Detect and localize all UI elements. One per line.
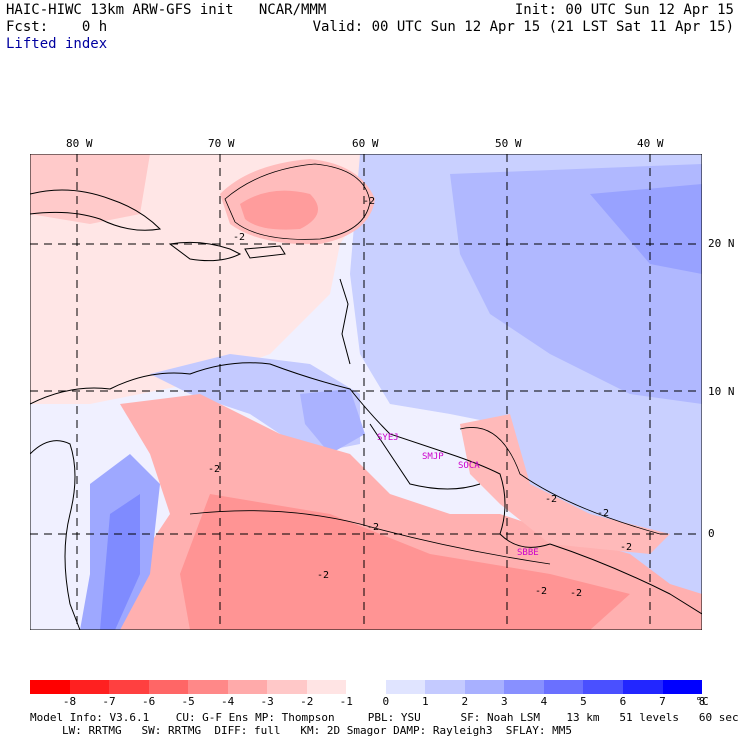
blue-core-venezuela: [300, 389, 365, 454]
field-name: Lifted index: [6, 36, 108, 52]
color-bin: [464, 680, 505, 694]
lat-lon-grid: [30, 154, 702, 630]
station-label: SYEJ: [377, 433, 399, 443]
color-bin: [267, 680, 307, 694]
scale-tick-label: 7: [659, 695, 666, 708]
contour-label: -2: [570, 588, 582, 599]
color-bin: [346, 680, 386, 694]
init-time: Init: 00 UTC Sun 12 Apr 15: [514, 2, 734, 18]
scale-tick-label: 8: [698, 695, 706, 708]
valid-time: Valid: 00 UTC Sun 12 Apr 15 (21 LST Sat …: [312, 19, 734, 35]
contour-label: -2: [208, 464, 220, 475]
color-bin: [543, 680, 584, 694]
unit-label: °C: [695, 695, 709, 708]
lon-label: 60 W: [352, 137, 379, 150]
lat-label: 20 N: [708, 237, 735, 250]
station-label: SMJP: [422, 452, 444, 462]
scale-tick-label: -5: [181, 695, 195, 708]
lon-label: 40 W: [637, 137, 664, 150]
deepest-blue-region: [590, 184, 702, 274]
coastlines: [30, 189, 702, 630]
scale-tick-label: -1: [339, 695, 353, 708]
color-bin: [30, 680, 70, 694]
pink-patch-northwest: [30, 154, 150, 224]
scale-tick-label: 4: [540, 695, 548, 708]
contour-label: -2: [233, 232, 245, 243]
station-label: SBBE: [517, 548, 539, 558]
contour-label: -2: [363, 196, 375, 207]
color-bin: [662, 680, 703, 694]
color-bin: [109, 680, 149, 694]
contour-label: -2: [367, 522, 379, 533]
scale-tick-label: 1: [421, 695, 429, 708]
forecast-hour: Fcst: 0 h: [6, 19, 108, 35]
color-bin: [148, 680, 189, 694]
pink-band-guianas: [460, 414, 670, 554]
model-info-line1: Model Info: V3.6.1 CU: G-F Ens MP: Thomp…: [30, 711, 739, 724]
color-bin: [504, 680, 544, 694]
color-bin: [622, 680, 663, 694]
scale-tick-label: -3: [260, 695, 274, 708]
scale-tick-label: -6: [141, 695, 156, 708]
lat-label: 0: [708, 527, 715, 540]
contour-label: -2: [317, 570, 329, 581]
lon-label: 80 W: [66, 137, 93, 150]
color-scale-bar: [30, 680, 703, 694]
color-bin: [69, 680, 110, 694]
contour-label: -2: [620, 542, 632, 553]
scale-tick-label: 3: [501, 695, 508, 708]
color-bin: [385, 680, 426, 694]
scale-tick-label: 2: [461, 695, 469, 708]
red-core-south: [180, 494, 630, 630]
scale-tick-label: -2: [300, 695, 314, 708]
scale-tick-label: -7: [102, 695, 116, 708]
lat-label: 10 N: [708, 385, 735, 398]
scale-tick-label: -8: [62, 695, 77, 708]
color-bin: [306, 680, 347, 694]
scale-tick-label: -4: [221, 695, 235, 708]
blue-core-andes: [100, 494, 140, 630]
blue-band-caribbean: [150, 354, 360, 454]
color-bin: [188, 680, 228, 694]
red-core-north: [240, 190, 318, 230]
contour-label: -2: [535, 586, 547, 597]
scale-tick-label: 6: [619, 695, 627, 708]
color-bin: [583, 680, 623, 694]
contour-lines: [189, 163, 661, 565]
contour-label: -2: [597, 508, 609, 519]
color-bin: [227, 680, 268, 694]
lon-label: 50 W: [495, 137, 522, 150]
scale-tick-label: 0: [382, 695, 390, 708]
lon-label: 70 W: [208, 137, 235, 150]
scale-tick-label: 5: [580, 695, 587, 708]
model-title: HAIC-HIWC 13km ARW-GFS init NCAR/MMM: [6, 2, 327, 18]
contour-label: -2: [545, 494, 557, 505]
lifted-index-map: -2 -2 -2 -2 -2 -2 -2 -2 -2 -2 SYEJ SMJP …: [30, 154, 702, 630]
color-bin: [425, 680, 465, 694]
station-label: SOCA: [458, 461, 480, 471]
model-info-line2: LW: RRTMG SW: RRTMG DIFF: full KM: 2D Sm…: [62, 724, 572, 737]
